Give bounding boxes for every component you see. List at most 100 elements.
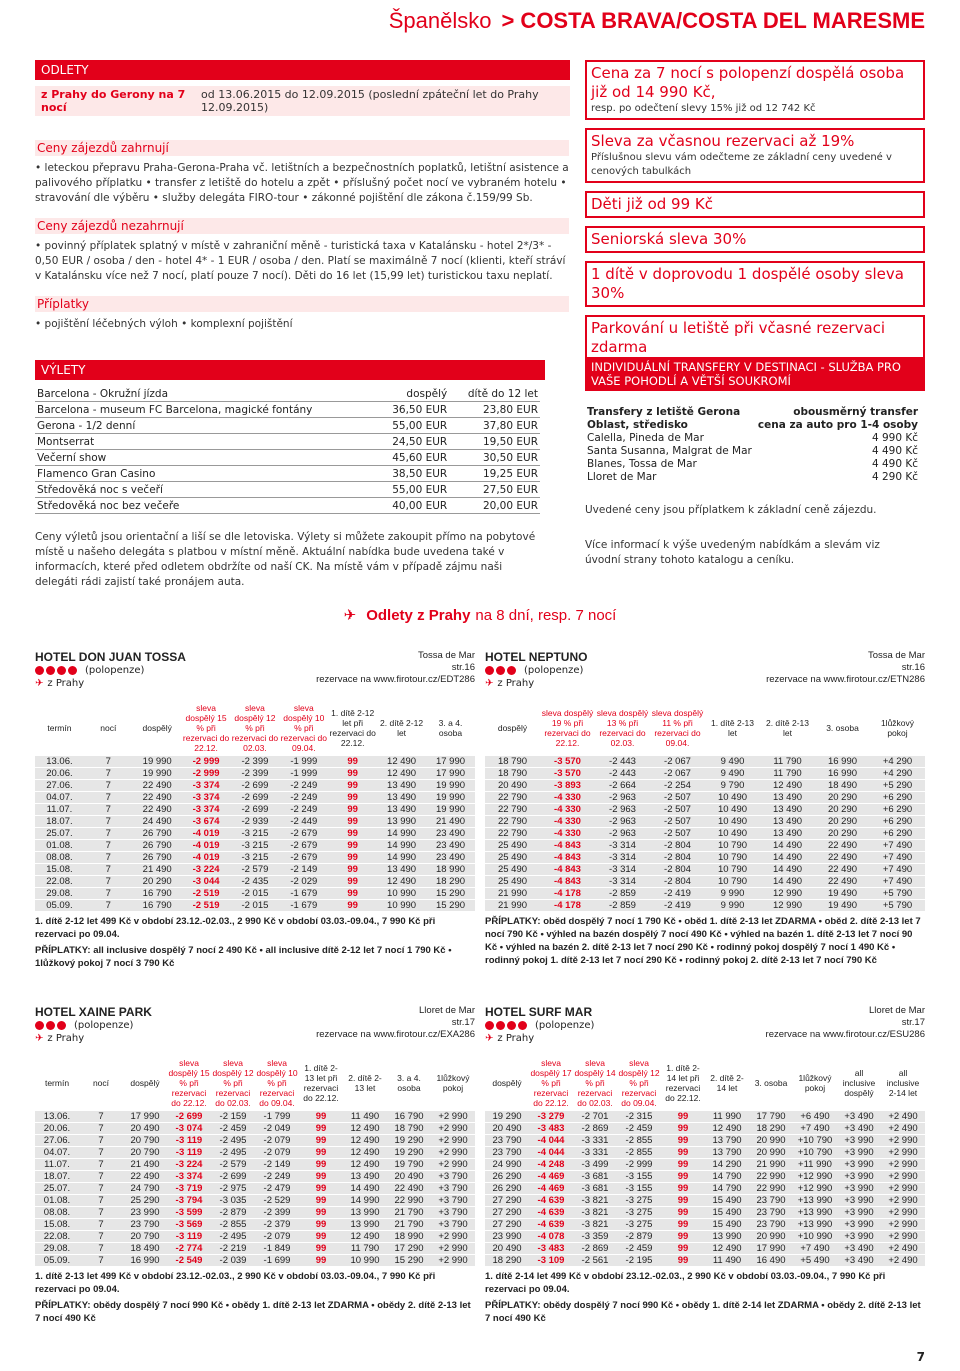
price-cell: -2 679 bbox=[279, 851, 329, 864]
price-cell: 99 bbox=[299, 1194, 343, 1207]
price-cell: 27 290 bbox=[485, 1194, 529, 1207]
price-cell: 20.06. bbox=[35, 767, 84, 780]
price-cell: 7 bbox=[79, 1146, 123, 1159]
price-cell: 04.07. bbox=[35, 791, 84, 804]
price-cell: -4 330 bbox=[540, 803, 595, 816]
price-cell: 12 490 bbox=[705, 1122, 749, 1135]
column-header: dospělý bbox=[497, 723, 528, 733]
promo-title: Děti již od 99 Kč bbox=[591, 195, 713, 213]
price-table: termín nocí dospělý sleva dospělý 15 % při … bbox=[35, 700, 475, 912]
price-cell: -3 681 bbox=[573, 1170, 617, 1183]
hotel-head: HOTEL SURF MAR (polopenze) ✈ z Prahy Lloret … bbox=[485, 1005, 925, 1055]
trips-heading: VÝLETY bbox=[35, 360, 545, 380]
price-cell: 7 bbox=[83, 779, 133, 792]
price-cell: -2 149 bbox=[255, 1158, 299, 1171]
price-cell: 11 790 bbox=[343, 1242, 387, 1255]
hotel-page: str.16 bbox=[451, 662, 475, 673]
price-cell: 99 bbox=[328, 803, 378, 816]
price-cell: -2 879 bbox=[211, 1206, 255, 1219]
price-row: 01.08. 7 25 290 -3 794 -3 035 -2 529 99 14 990 2… bbox=[35, 1194, 475, 1207]
price-row: 08.08. 7 23 990 -3 599 -2 879 -2 399 99 13 990 2… bbox=[35, 1206, 475, 1219]
price-cell: 9 790 bbox=[705, 779, 760, 792]
price-cell: 23 790 bbox=[485, 1146, 529, 1159]
price-cell: -3 893 bbox=[540, 779, 595, 792]
price-cell: 18 290 bbox=[485, 1254, 529, 1267]
price-cell: 20 490 bbox=[485, 1242, 529, 1255]
price-cell: 99 bbox=[661, 1254, 705, 1267]
price-cell: 27.06. bbox=[35, 1134, 79, 1147]
region: > COSTA BRAVA/COSTA DEL MARESME bbox=[501, 8, 925, 33]
hotel-meta: Lloret de Mar str.17 rezervace na www.firo… bbox=[316, 1005, 475, 1041]
price-cell: 10 490 bbox=[705, 815, 760, 828]
price-cell: -4 178 bbox=[540, 887, 595, 900]
price-cell: 99 bbox=[299, 1230, 343, 1243]
price-cell: -3 215 bbox=[230, 851, 280, 864]
price-cell: 18 490 bbox=[815, 779, 870, 792]
price-cell: 23 790 bbox=[749, 1194, 793, 1207]
price-cell: -4 639 bbox=[529, 1194, 573, 1207]
price-cell: 11 990 bbox=[705, 1111, 749, 1123]
promo: Seniorská sleva 30% bbox=[585, 226, 925, 253]
hotel-from-text: z Prahy bbox=[47, 1033, 85, 1044]
price-cell: 21 990 bbox=[485, 899, 540, 912]
trip-cell: 30,50 EUR bbox=[449, 449, 540, 466]
price-cell: -3 314 bbox=[595, 851, 650, 864]
price-cell: -2 015 bbox=[230, 899, 280, 912]
price-cell: 12 490 bbox=[343, 1146, 387, 1159]
hotel-board: (polopenze) bbox=[85, 665, 145, 676]
price-cell: 18.07. bbox=[35, 815, 84, 828]
price-cell: -4 639 bbox=[529, 1206, 573, 1219]
price-row: 22.08. 7 20 290 -3 044 -2 435 -2 029 99 12 490 1… bbox=[35, 875, 475, 888]
price-cell: 23 490 bbox=[426, 827, 475, 840]
hotel-note: PŘÍPLATKY: oběd dospělý 7 nocí 1 790 Kč … bbox=[485, 916, 921, 966]
price-cell: 19 290 bbox=[387, 1146, 431, 1159]
price-cell: 29.08. bbox=[35, 1242, 79, 1255]
price-cell: -2 999 bbox=[181, 767, 231, 780]
price-cell: +3 990 bbox=[837, 1230, 881, 1243]
price-cell: 13 490 bbox=[760, 803, 815, 816]
price-cell: 22 790 bbox=[485, 827, 540, 840]
price-cell: -3 681 bbox=[573, 1182, 617, 1195]
price-cell: 26 790 bbox=[132, 851, 182, 864]
trip-cell: 19,50 EUR bbox=[449, 433, 540, 450]
price-cell: -2 495 bbox=[211, 1146, 255, 1159]
price-cell: -2 399 bbox=[230, 767, 280, 780]
country: Španělsko bbox=[388, 8, 492, 33]
price-cell: -3 119 bbox=[167, 1146, 211, 1159]
promo-title: Parkování u letiště při včasné rezervaci… bbox=[591, 319, 886, 356]
price-cell: -1 799 bbox=[255, 1111, 299, 1123]
trips-note: Ceny výletů jsou orientační a liší se dl… bbox=[35, 531, 536, 588]
price-cell: 99 bbox=[328, 756, 378, 768]
price-cell: +3 490 bbox=[837, 1122, 881, 1135]
price-cell: -2 699 bbox=[230, 803, 280, 816]
price-cell: 14 990 bbox=[377, 851, 426, 864]
transfers-header-cell: obousměrný transfer bbox=[793, 405, 918, 418]
price-row: 18.07. 7 24 490 -3 674 -2 939 -2 449 99 13 990 2… bbox=[35, 815, 475, 828]
trips: VÝLETY Barcelona - Okružní jízda dospělý dí… bbox=[35, 360, 545, 590]
price-cell: +10 990 bbox=[793, 1230, 837, 1243]
trip-cell: Gerona - 1/2 denní bbox=[35, 417, 377, 434]
column-header: sleva dospělý 10 % při rezervaci do 09.0… bbox=[256, 1058, 298, 1108]
price-cell: 7 bbox=[83, 756, 133, 768]
hotel-from-text: z Prahy bbox=[497, 678, 535, 689]
price-cell: -4 843 bbox=[540, 875, 595, 888]
transfers-cell: 4 490 Kč bbox=[871, 444, 918, 457]
price-cell: 15 290 bbox=[426, 899, 475, 912]
price-cell: -2 939 bbox=[230, 815, 280, 828]
star-icon bbox=[35, 665, 44, 675]
promo: Děti již od 99 Kč bbox=[585, 191, 925, 218]
price-cell: 99 bbox=[299, 1218, 343, 1231]
price-cell: 26 790 bbox=[132, 827, 182, 840]
price-cell: +2 990 bbox=[431, 1230, 475, 1243]
price-cell: +3 990 bbox=[837, 1182, 881, 1195]
price-cell: 11 490 bbox=[343, 1111, 387, 1123]
hotel: HOTEL DON JUAN TOSSA (polopenze) ✈ z Prahy T… bbox=[35, 650, 475, 970]
promo-title: 1 dítě v doprovodu 1 dospělé osoby sleva… bbox=[591, 265, 904, 302]
price-cell: +5 490 bbox=[793, 1254, 837, 1267]
price-cell: 20 290 bbox=[815, 803, 870, 816]
hotel-page: str.16 bbox=[901, 662, 925, 673]
price-cell: -4 843 bbox=[540, 863, 595, 876]
price-cell: 12 490 bbox=[377, 756, 426, 768]
price-cell: -4 178 bbox=[540, 899, 595, 912]
promo-title: Sleva za včasnou rezervaci až 19% bbox=[591, 132, 855, 150]
